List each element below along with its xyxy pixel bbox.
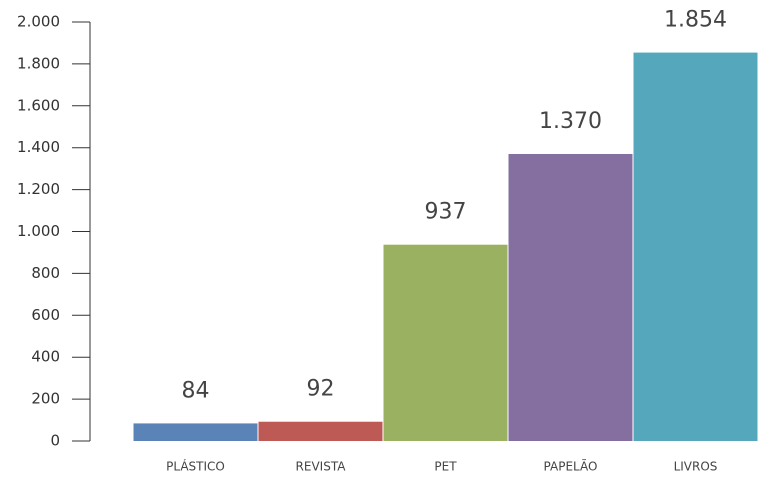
value-label: 84	[182, 378, 210, 403]
value-label: 1.854	[664, 8, 727, 33]
y-tick-label: 1.000	[17, 222, 60, 240]
y-tick-label: 400	[31, 348, 60, 366]
value-label: 1.370	[539, 109, 602, 134]
y-tick-label: 1.800	[17, 54, 60, 72]
x-tick-label: PET	[434, 460, 457, 474]
bar	[633, 52, 758, 441]
bar	[258, 421, 383, 441]
x-tick-label: REVISTA	[296, 460, 347, 474]
y-tick-label: 1.600	[17, 96, 60, 114]
x-tick-label: LIVROS	[674, 460, 718, 474]
y-tick-label: 0	[50, 432, 60, 450]
value-label: 92	[307, 377, 335, 402]
bar	[383, 244, 508, 441]
bar	[133, 423, 258, 441]
y-tick-label: 1.400	[17, 138, 60, 156]
y-tick-label: 800	[31, 264, 60, 282]
y-tick-label: 2.000	[17, 13, 60, 31]
y-tick-label: 200	[31, 390, 60, 408]
value-label: 937	[425, 200, 467, 225]
x-tick-label: PLÁSTICO	[166, 459, 225, 474]
y-tick-label: 600	[31, 306, 60, 324]
y-tick-label: 1.200	[17, 180, 60, 198]
x-tick-label: PAPELÃO	[544, 459, 598, 474]
bar	[508, 153, 633, 442]
